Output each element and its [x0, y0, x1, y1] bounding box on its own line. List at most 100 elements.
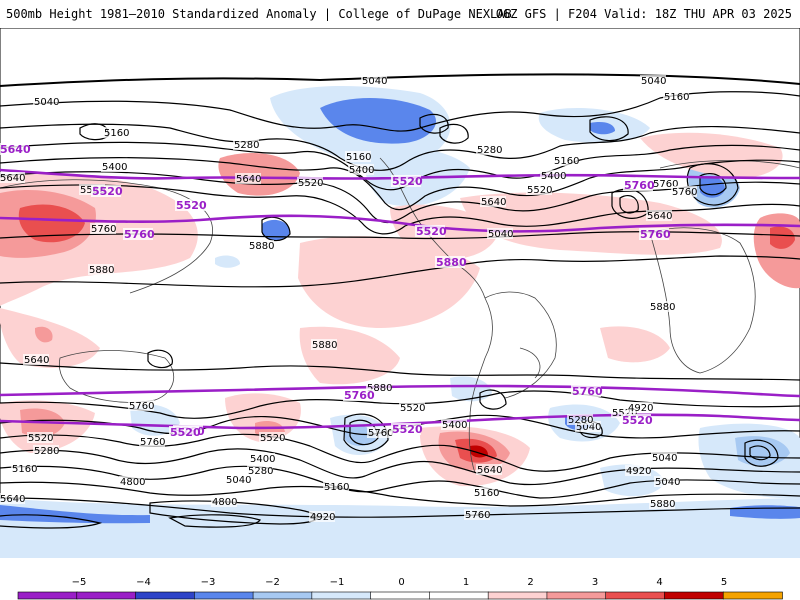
anomaly-area [18, 204, 85, 243]
height-contour [0, 91, 800, 132]
contour-label: 5040 [488, 229, 513, 240]
contour-label-bg [611, 407, 637, 418]
contour-label-bg [663, 91, 689, 102]
contour-label-bg [361, 75, 387, 86]
contour-label: 5400 [541, 171, 566, 182]
contour-label-bg [88, 264, 114, 275]
contour-label-bg [259, 432, 285, 443]
map-title: 500mb Height 1981–2010 Standardized Anom… [6, 7, 512, 21]
contour-label: 5520 [527, 185, 552, 196]
contour-label: 5400 [250, 454, 275, 465]
height-contour [686, 163, 739, 206]
reference-label-bg [0, 143, 29, 155]
contour-label: 5280 [34, 446, 59, 457]
reference-label: 5520 [176, 199, 207, 212]
contour-label-bg [575, 421, 601, 432]
colorbar-bin [311, 591, 372, 600]
colorbar-bin [429, 591, 489, 600]
reference-label: 5520 [392, 175, 423, 188]
reference-label: 5760 [124, 228, 155, 241]
anomaly-area [640, 132, 783, 178]
contour-label: 5280 [568, 415, 593, 426]
anomaly-area [215, 255, 240, 268]
reference-label: 5520 [170, 426, 201, 439]
colorbar-tick-labels: −5 −4 −3 −2 −1 0 1 2 3 4 5 [72, 577, 728, 588]
contour-label-bg [0, 493, 25, 504]
reference-label-bg [571, 385, 601, 397]
contour-label-bg [211, 496, 237, 507]
contour-label: 5880 [312, 340, 337, 351]
colorbar-bin [17, 591, 78, 600]
reference-label-bg [175, 199, 205, 211]
contour-label-bg [625, 465, 651, 476]
contour-label: 4800 [120, 477, 145, 488]
contour-label-bg [649, 498, 675, 509]
contour-label-bg [567, 414, 593, 425]
anomaly-area [130, 404, 180, 436]
contour-label-bg [11, 463, 37, 474]
contour-label: 5880 [367, 383, 392, 394]
colorbar-tick-label: 5 [721, 577, 727, 588]
map-header: 500mb Height 1981–2010 Standardized Anom… [0, 0, 800, 28]
contour-label: 5400 [102, 162, 127, 173]
colorbar-tick-label: 0 [398, 577, 404, 588]
anomaly-area [730, 505, 800, 519]
height-contour [343, 413, 389, 452]
height-contour [0, 73, 800, 87]
reference-label-bg [343, 389, 373, 401]
reference-label: 5760 [572, 385, 603, 398]
colorbar-bin [370, 591, 431, 600]
anomaly-area [35, 326, 53, 343]
contour-label: 5880 [650, 302, 675, 313]
contour-label: 5640 [477, 465, 502, 476]
contour-label-bg [526, 184, 552, 195]
reference-label-bg [623, 179, 653, 191]
height-contour [261, 216, 291, 242]
contour-label: 5400 [442, 420, 467, 431]
coastlines [0, 157, 800, 474]
height-contour [0, 497, 800, 518]
anomaly-area [590, 121, 615, 135]
contour-label-bg [33, 96, 59, 107]
anomaly-area [450, 376, 492, 402]
colorbar-tick-label: 4 [656, 577, 662, 588]
height-contour [0, 267, 441, 288]
contour-label: 5040 [226, 475, 251, 486]
contour-label: 5880 [650, 499, 675, 510]
colorbar-bin [194, 591, 254, 600]
contour-label: 5400 [349, 165, 374, 176]
contour-label: 5880 [89, 265, 114, 276]
height-contour [0, 448, 800, 486]
coastline [58, 350, 175, 403]
contour-label-bg [464, 509, 490, 520]
contour-label: 5760 [653, 179, 678, 190]
anomaly-area [770, 226, 795, 249]
contour-label-bg [646, 210, 672, 221]
colorbar-bin [605, 591, 666, 600]
colorbar-tick-label: −2 [265, 577, 280, 588]
anomaly-area [735, 436, 790, 467]
contour-label: 4920 [310, 512, 335, 523]
reference-label-bg [621, 414, 651, 426]
contour-label-bg [540, 170, 566, 181]
height-contour [744, 439, 779, 467]
reference-label: 5760 [344, 389, 375, 402]
height-contour [147, 349, 173, 369]
colorbar-tick-label: −1 [330, 577, 345, 588]
contour-label-bg [553, 155, 579, 166]
contour-label-bg [90, 223, 116, 234]
contour-label: 5160 [12, 464, 37, 475]
colorbar-bin [76, 591, 137, 600]
colorbar-tick-label: −4 [136, 577, 151, 588]
contour-label: 4800 [212, 497, 237, 508]
contour-label: 5160 [324, 482, 349, 493]
colorbar-bin [135, 591, 196, 600]
contour-label-bg [235, 173, 261, 184]
contour-label-bg [476, 144, 502, 155]
contour-label-bg [640, 75, 666, 86]
anomaly-area [298, 236, 480, 328]
height-contour [349, 419, 379, 446]
contour-label-bg [651, 452, 677, 463]
reference-label: 5760 [624, 179, 655, 192]
contour-label: 5520 [28, 433, 53, 444]
